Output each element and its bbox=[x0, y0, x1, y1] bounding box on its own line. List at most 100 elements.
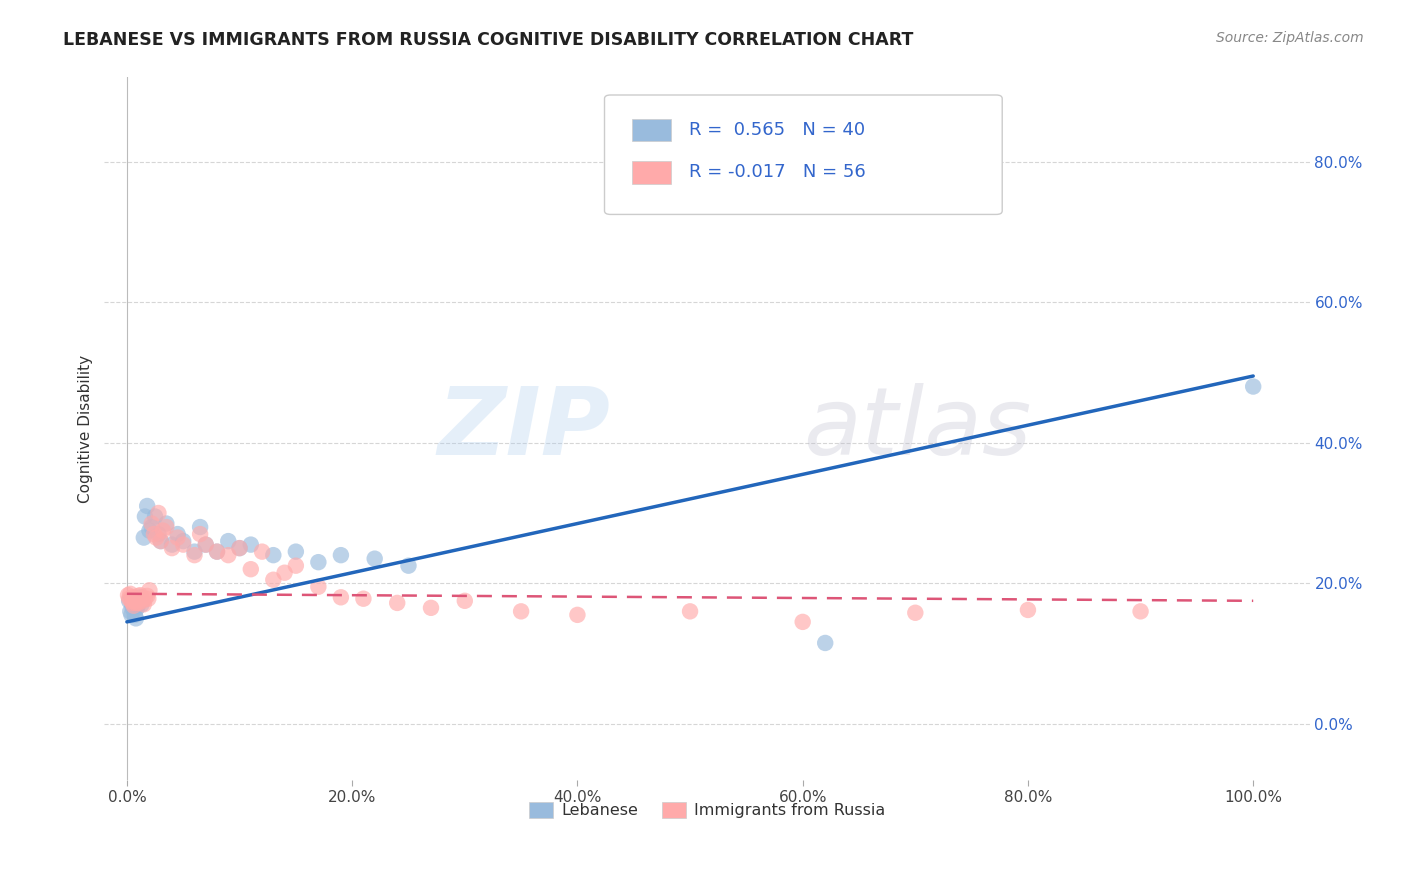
FancyBboxPatch shape bbox=[633, 119, 671, 141]
Point bbox=[329, 548, 352, 562]
Point bbox=[124, 607, 146, 622]
Point bbox=[131, 594, 153, 608]
Point bbox=[148, 506, 170, 520]
Point bbox=[567, 607, 589, 622]
Text: ZIP: ZIP bbox=[437, 383, 610, 475]
Point bbox=[160, 541, 183, 555]
Point bbox=[141, 520, 163, 534]
Point bbox=[183, 548, 205, 562]
Point bbox=[120, 604, 142, 618]
Text: R =  0.565   N = 40: R = 0.565 N = 40 bbox=[689, 121, 865, 139]
Point bbox=[262, 573, 284, 587]
Point bbox=[143, 509, 166, 524]
Point bbox=[125, 591, 148, 606]
Point bbox=[205, 544, 228, 558]
Point bbox=[228, 541, 250, 555]
Y-axis label: Cognitive Disability: Cognitive Disability bbox=[79, 355, 93, 503]
Point bbox=[363, 551, 385, 566]
Point bbox=[217, 534, 239, 549]
Point bbox=[134, 591, 156, 606]
Point bbox=[120, 594, 142, 608]
Point bbox=[155, 516, 177, 531]
Point bbox=[132, 597, 155, 611]
Point bbox=[134, 509, 156, 524]
Point bbox=[121, 597, 143, 611]
Point bbox=[148, 527, 170, 541]
Point bbox=[122, 594, 145, 608]
FancyBboxPatch shape bbox=[605, 95, 1002, 214]
Point bbox=[183, 544, 205, 558]
Point bbox=[138, 583, 160, 598]
Point bbox=[128, 594, 150, 608]
Point bbox=[145, 531, 167, 545]
Point bbox=[125, 596, 148, 610]
Point bbox=[228, 541, 250, 555]
Point bbox=[128, 591, 150, 606]
Point bbox=[127, 589, 149, 603]
Point bbox=[166, 531, 188, 545]
Point bbox=[160, 538, 183, 552]
Point bbox=[262, 548, 284, 562]
Point bbox=[188, 527, 211, 541]
Point bbox=[127, 596, 149, 610]
Point bbox=[125, 600, 148, 615]
FancyBboxPatch shape bbox=[633, 161, 671, 184]
Point bbox=[1129, 604, 1152, 618]
Point bbox=[250, 544, 273, 558]
Point bbox=[121, 591, 143, 605]
Point bbox=[131, 591, 153, 606]
Point bbox=[205, 544, 228, 558]
Point bbox=[239, 538, 262, 552]
Point bbox=[131, 597, 153, 611]
Point bbox=[904, 606, 927, 620]
Point bbox=[387, 596, 409, 610]
Text: Source: ZipAtlas.com: Source: ZipAtlas.com bbox=[1216, 31, 1364, 45]
Text: R = -0.017   N = 56: R = -0.017 N = 56 bbox=[689, 163, 866, 181]
Point bbox=[188, 520, 211, 534]
Point bbox=[121, 596, 143, 610]
Point bbox=[125, 611, 148, 625]
Text: LEBANESE VS IMMIGRANTS FROM RUSSIA COGNITIVE DISABILITY CORRELATION CHART: LEBANESE VS IMMIGRANTS FROM RUSSIA COGNI… bbox=[63, 31, 914, 49]
Point bbox=[1241, 379, 1264, 393]
Point bbox=[122, 591, 145, 606]
Point bbox=[679, 604, 702, 618]
Point bbox=[284, 558, 307, 573]
Point bbox=[454, 594, 477, 608]
Point bbox=[120, 607, 142, 622]
Point bbox=[307, 580, 329, 594]
Point bbox=[398, 558, 420, 573]
Point bbox=[136, 591, 159, 606]
Legend: Lebanese, Immigrants from Russia: Lebanese, Immigrants from Russia bbox=[523, 796, 891, 825]
Point bbox=[194, 538, 217, 552]
Point bbox=[1017, 603, 1039, 617]
Point bbox=[132, 531, 155, 545]
Point bbox=[121, 600, 143, 615]
Point bbox=[122, 599, 145, 613]
Point bbox=[118, 591, 141, 606]
Point bbox=[136, 589, 159, 603]
Point bbox=[792, 615, 814, 629]
Point bbox=[136, 499, 159, 513]
Point bbox=[307, 555, 329, 569]
Point bbox=[138, 524, 160, 538]
Point bbox=[329, 591, 352, 605]
Point bbox=[129, 591, 152, 605]
Point bbox=[510, 604, 533, 618]
Point bbox=[127, 597, 149, 611]
Text: atlas: atlas bbox=[803, 384, 1032, 475]
Point bbox=[129, 588, 152, 602]
Point bbox=[420, 600, 443, 615]
Point bbox=[124, 594, 146, 608]
Point bbox=[239, 562, 262, 576]
Point bbox=[142, 527, 165, 541]
Point bbox=[149, 534, 172, 549]
Point bbox=[172, 534, 194, 549]
Point bbox=[149, 534, 172, 549]
Point bbox=[152, 524, 174, 538]
Point bbox=[166, 527, 188, 541]
Point bbox=[194, 538, 217, 552]
Point bbox=[141, 516, 163, 531]
Point bbox=[352, 591, 374, 606]
Point bbox=[273, 566, 295, 580]
Point bbox=[155, 520, 177, 534]
